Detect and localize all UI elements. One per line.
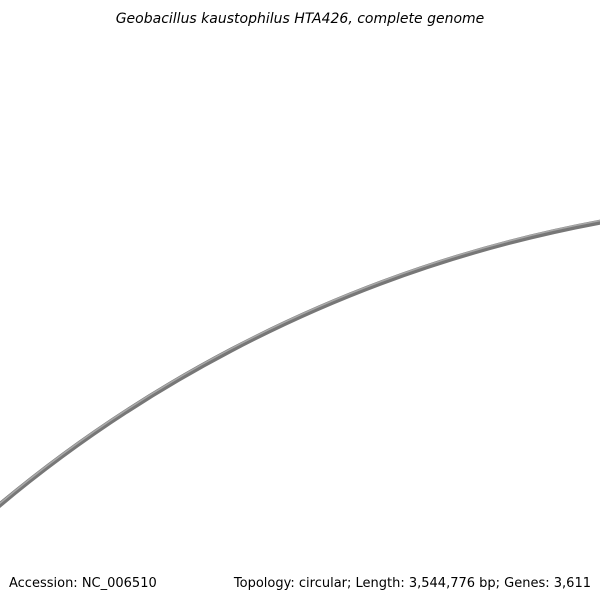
genome-backbone-highlight (0, 219, 600, 505)
genome-backbone (0, 219, 600, 509)
map-title: Geobacillus kaustophilus HTA426, complet… (116, 11, 485, 27)
accession-text: Accession: NC_006510 (9, 576, 157, 591)
topology-text: Topology: circular; Length: 3,544,776 bp… (233, 576, 591, 591)
backbone-layer (0, 219, 600, 509)
